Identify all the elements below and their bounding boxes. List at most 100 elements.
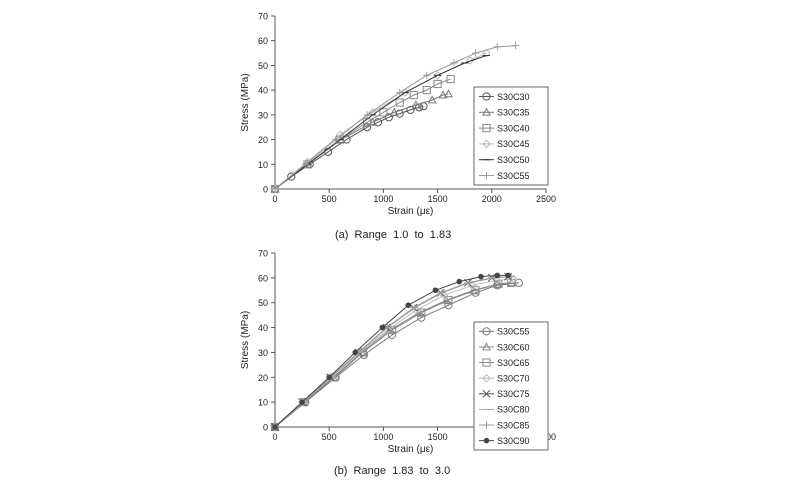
data-point bbox=[438, 289, 446, 297]
x-axis-label: Strain (με) bbox=[388, 444, 434, 455]
x-tick-label: 1500 bbox=[428, 432, 448, 442]
y-tick-label: 60 bbox=[258, 273, 268, 283]
legend-label: S30C55 bbox=[497, 171, 530, 181]
data-point bbox=[422, 86, 431, 95]
y-tick-label: 70 bbox=[258, 12, 268, 22]
legend-marker bbox=[482, 327, 491, 336]
data-point bbox=[438, 90, 448, 99]
data-point bbox=[494, 272, 501, 279]
data-point bbox=[492, 276, 502, 285]
x-tick-label: 1000 bbox=[373, 194, 393, 204]
series-line bbox=[274, 276, 509, 428]
y-axis-label: Stress (MPa) bbox=[240, 311, 251, 369]
data-point bbox=[432, 287, 439, 294]
legend-label: S30C75 bbox=[497, 389, 530, 399]
data-point bbox=[272, 424, 278, 430]
data-point bbox=[446, 74, 455, 84]
data-point bbox=[417, 313, 426, 322]
legend-label: S30C60 bbox=[497, 342, 530, 352]
legend-box bbox=[473, 321, 549, 451]
data-point bbox=[387, 330, 397, 340]
legend-entry: S30C40 bbox=[479, 123, 530, 133]
series-line bbox=[274, 105, 424, 190]
legend-label: S30C65 bbox=[497, 358, 530, 368]
y-tick-label: 0 bbox=[263, 423, 268, 433]
series-line bbox=[274, 276, 512, 428]
x-tick-label: 1500 bbox=[428, 194, 448, 204]
series-S30C50 bbox=[271, 55, 490, 190]
data-point bbox=[482, 48, 491, 58]
y-tick-label: 70 bbox=[258, 249, 268, 259]
series-S30C55 bbox=[271, 42, 520, 193]
data-point bbox=[389, 107, 399, 116]
legend-entry: S30C55 bbox=[479, 327, 530, 337]
y-tick-label: 50 bbox=[258, 298, 268, 308]
y-axis-label: Stress (MPa) bbox=[240, 73, 251, 131]
legend-marker bbox=[482, 92, 491, 101]
data-point bbox=[471, 286, 480, 295]
y-tick-label: 0 bbox=[263, 185, 268, 195]
data-point bbox=[427, 95, 437, 104]
legend-label: S30C90 bbox=[497, 436, 530, 446]
legend-marker bbox=[482, 139, 491, 149]
legend-entry: S30C85 bbox=[479, 420, 530, 430]
data-point bbox=[335, 130, 345, 139]
data-point bbox=[379, 324, 386, 331]
series-S30C35 bbox=[270, 89, 453, 193]
data-point bbox=[444, 301, 453, 310]
data-point bbox=[423, 71, 431, 79]
data-point bbox=[465, 279, 473, 287]
y-tick-label: 10 bbox=[258, 160, 268, 170]
legend-label: S30C80 bbox=[497, 405, 530, 415]
x-tick-label: 2000 bbox=[482, 194, 502, 204]
legend-entry: S30C80 bbox=[479, 405, 530, 415]
data-point bbox=[411, 100, 421, 109]
series-S30C30 bbox=[270, 102, 428, 194]
data-point bbox=[332, 135, 340, 144]
legend-label: S30C40 bbox=[497, 123, 530, 133]
legend-marker bbox=[482, 358, 491, 367]
legend-marker bbox=[483, 437, 490, 444]
data-point bbox=[395, 98, 404, 107]
data-point bbox=[505, 272, 511, 279]
data-point bbox=[287, 172, 296, 181]
data-point bbox=[512, 42, 520, 50]
caption-a: (a) Range 1.0 to 1.83 bbox=[335, 229, 452, 241]
legend-marker bbox=[482, 373, 491, 383]
legend-marker bbox=[482, 171, 491, 180]
caption-b: (b) Range 1.83 to 3.0 bbox=[334, 465, 451, 477]
legend-marker bbox=[482, 107, 491, 116]
x-tick-label: 1000 bbox=[373, 432, 393, 442]
y-tick-label: 40 bbox=[258, 323, 268, 333]
data-point bbox=[409, 90, 418, 100]
x-tick-label: 0 bbox=[272, 432, 277, 442]
series-S30C90 bbox=[272, 272, 511, 430]
y-tick-label: 30 bbox=[258, 110, 268, 120]
chart-panel-b: 01020304050607005001000150020002500Strai… bbox=[240, 249, 556, 456]
data-point bbox=[405, 302, 412, 309]
y-tick-label: 10 bbox=[258, 398, 268, 408]
legend-label: S30C50 bbox=[497, 155, 530, 165]
series-S30C40 bbox=[270, 74, 455, 194]
series-line bbox=[274, 282, 519, 428]
legend-marker bbox=[482, 123, 491, 133]
y-tick-label: 20 bbox=[258, 135, 268, 145]
legend-label: S30C55 bbox=[497, 327, 530, 337]
data-point bbox=[471, 49, 480, 57]
legend-label: S30C30 bbox=[497, 92, 530, 102]
y-tick-label: 30 bbox=[258, 348, 268, 358]
data-point bbox=[299, 399, 305, 405]
data-point bbox=[363, 111, 371, 119]
series-line bbox=[274, 274, 509, 428]
legend-entry: S30C70 bbox=[479, 373, 530, 383]
data-point bbox=[478, 273, 484, 280]
data-point bbox=[271, 185, 279, 193]
data-point bbox=[352, 349, 359, 356]
series-line bbox=[274, 276, 509, 428]
x-tick-label: 500 bbox=[322, 432, 337, 442]
y-tick-label: 20 bbox=[258, 373, 268, 383]
data-point bbox=[450, 59, 458, 67]
data-point bbox=[456, 278, 463, 285]
data-point bbox=[396, 89, 404, 97]
